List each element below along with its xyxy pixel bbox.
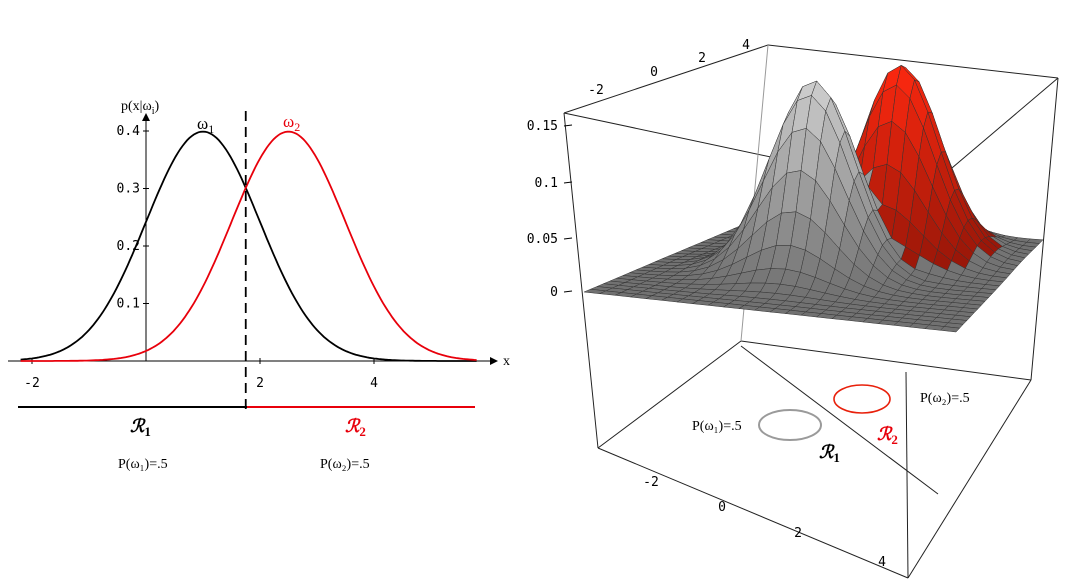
density-curve-2 <box>20 130 477 362</box>
prior-label-3d-r2: P(ω₂)=.5 <box>920 391 970 406</box>
y-tick-label: 0.4 <box>117 124 141 139</box>
z-tick-label: 0.15 <box>527 119 558 134</box>
region-label-3d-r1: ℛ1 <box>819 442 840 465</box>
two-d-density-surface-plot: 0.15 0.1 0.05 0 -2 0 2 4 -2 0 2 4 P(ω₁)=.5 P(ω₂)=… <box>527 38 1059 579</box>
one-d-density-plot: x p(x|ωi) 0.10.20.30.4 -2 2 4 ω1 ω2 ℛ1 ℛ2 … <box>8 99 510 472</box>
prior-label-r2: P(ω₂)=.5 <box>320 457 370 472</box>
y-tick-label: 0.3 <box>117 182 140 197</box>
region-label-r2: ℛ2 <box>345 416 366 439</box>
front-axis-ticks: -2 0 2 4 <box>643 475 886 570</box>
y-axis-arrow <box>142 113 150 121</box>
z-tick-mark <box>563 290 573 293</box>
z-tick-label: 0 <box>550 285 558 300</box>
series-label-omega1: ω1 <box>197 114 214 136</box>
x-ticks: -2 2 4 <box>24 358 378 391</box>
z-tick-label: 0.05 <box>527 232 558 247</box>
back-axis-ticks: -2 0 2 4 <box>588 38 750 98</box>
density-curve-1 <box>20 130 477 362</box>
series-label-omega2: ω2 <box>283 112 300 134</box>
back-axis-tick-label: 2 <box>698 51 706 66</box>
z-tick-mark <box>563 124 573 127</box>
density-curves <box>20 130 477 362</box>
back-axis-tick-label: 0 <box>650 65 658 80</box>
back-axis-tick-label: 4 <box>742 38 750 53</box>
y-tick-label: 0.1 <box>117 297 140 312</box>
surface-patch <box>939 326 961 333</box>
front-axis-tick-label: 4 <box>878 555 886 570</box>
z-tick-mark <box>563 181 573 184</box>
prior-label-r1: P(ω₁)=.5 <box>118 457 168 472</box>
x-tick-label: 4 <box>370 376 378 391</box>
front-axis-tick-label: -2 <box>643 475 659 490</box>
region-label-3d-r2: ℛ2 <box>877 424 898 447</box>
contour-omega1 <box>758 409 822 441</box>
y-axis-label: p(x|ωi) <box>121 99 159 117</box>
y-ticks: 0.10.20.30.4 <box>117 124 149 312</box>
x-axis-arrow <box>490 357 498 365</box>
region-label-r1: ℛ1 <box>130 416 151 439</box>
front-axis-tick-label: 0 <box>718 500 726 515</box>
x-tick-label: 2 <box>256 376 264 391</box>
back-axis-tick-label: -2 <box>588 83 604 98</box>
z-tick-label: 0.1 <box>535 176 558 191</box>
contour-omega2 <box>833 384 891 414</box>
z-ticks: 0.15 0.1 0.05 0 <box>527 119 573 300</box>
front-axis-tick-label: 2 <box>794 526 802 541</box>
x-tick-label: -2 <box>24 376 40 391</box>
prior-label-3d-r1: P(ω₁)=.5 <box>692 419 742 434</box>
z-tick-mark <box>563 237 573 240</box>
density-surfaces <box>583 64 1044 333</box>
x-axis-label: x <box>503 354 510 369</box>
